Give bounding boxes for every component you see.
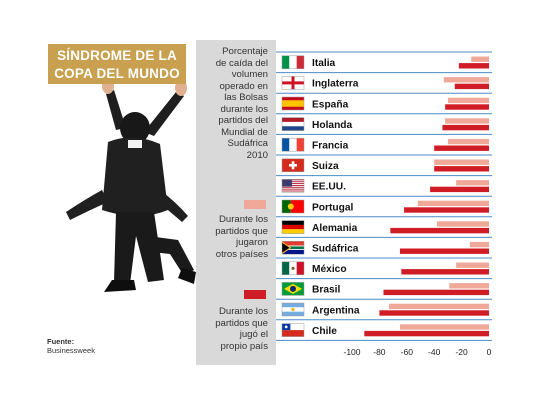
bar-own-country xyxy=(454,83,489,90)
legend-swatch-own xyxy=(244,290,266,299)
germany-flag-icon xyxy=(281,220,305,234)
country-label: Suiza xyxy=(312,161,339,172)
country-label: Brasil xyxy=(312,285,340,296)
spain-flag-icon xyxy=(281,96,305,111)
legend-line: Durante los xyxy=(218,306,268,317)
bar-other-countries xyxy=(449,283,489,289)
italy-flag-icon xyxy=(281,55,305,70)
chile-flag-icon xyxy=(281,323,305,337)
chart-description: Porcentaje de caída del volumen operado … xyxy=(196,46,268,161)
bar-other-countries xyxy=(469,241,489,248)
bar-other-countries xyxy=(417,200,489,207)
england-flag-icon xyxy=(281,76,305,90)
country-label: Chile xyxy=(312,326,337,337)
bar-other-countries xyxy=(456,262,489,268)
description-line: de caída del xyxy=(215,57,268,69)
bar-other-countries xyxy=(456,180,489,186)
netherlands-flag-icon xyxy=(281,117,305,131)
bar-own-country xyxy=(445,104,489,110)
description-line: las Bolsas xyxy=(224,92,268,103)
country-label: España xyxy=(312,99,349,110)
left-column xyxy=(44,40,196,365)
x-tick-label: -20 xyxy=(455,347,468,357)
country-label: Sudáfrica xyxy=(312,244,359,255)
country-label: Portugal xyxy=(312,202,353,213)
bar-own-country xyxy=(379,310,489,316)
brazil-flag-icon xyxy=(281,282,305,296)
title-line-1: SÍNDROME DE LA xyxy=(57,48,177,63)
country-label: Italia xyxy=(312,58,336,69)
bar-own-country xyxy=(404,207,489,213)
country-label: Inglaterra xyxy=(312,79,359,90)
country-label: EE.UU. xyxy=(312,182,346,193)
bar-other-countries xyxy=(447,138,489,145)
bar-other-countries xyxy=(388,303,489,310)
source-label: Fuente: xyxy=(47,337,75,346)
bar-own-country xyxy=(401,269,489,275)
x-tick-label: 0 xyxy=(487,347,492,357)
country-label: México xyxy=(312,264,347,275)
description-line: volumen xyxy=(231,69,268,80)
south-africa-flag-icon xyxy=(281,240,305,255)
source-name: Businessweek xyxy=(47,346,95,355)
legend-line: jugó el xyxy=(239,329,268,340)
legend-line: propio país xyxy=(220,340,268,352)
switzerland-flag-icon xyxy=(281,158,305,173)
title-line-2: COPA DEL MUNDO xyxy=(54,66,180,81)
legend-line: otros países xyxy=(215,248,268,260)
x-tick-label: -100 xyxy=(343,347,360,357)
legend-line: Durante los xyxy=(218,214,268,225)
legend-label-own: Durante los partidos que jugó el propio … xyxy=(196,306,268,352)
bar-own-country xyxy=(390,227,489,234)
bar-other-countries xyxy=(436,221,489,227)
france-flag-icon xyxy=(281,137,305,152)
mexico-flag-icon xyxy=(281,261,305,276)
chart-area: Italia Inglaterra España Holanda Francia Suiz… xyxy=(276,40,494,365)
country-label: Holanda xyxy=(312,120,353,131)
legend-line: partidos que xyxy=(215,225,268,237)
legend-swatch-others xyxy=(244,200,266,209)
description-line: partidos del xyxy=(218,115,268,126)
description-line: operado en xyxy=(219,80,268,92)
country-label: Argentina xyxy=(312,305,360,316)
bar-other-countries xyxy=(447,97,489,104)
description-line: Porcentaje xyxy=(222,46,268,57)
bar-own-country xyxy=(430,186,489,193)
legend-label-others: Durante los partidos que jugaron otros p… xyxy=(196,214,268,260)
usa-flag-icon xyxy=(281,179,305,193)
x-tick-label: -40 xyxy=(428,347,441,357)
bar-own-country xyxy=(434,166,489,172)
bar-own-country xyxy=(399,248,489,254)
bar-own-country xyxy=(458,63,489,69)
legend-line: jugaron xyxy=(235,237,268,248)
x-tick-label: -80 xyxy=(373,347,386,357)
bar-other-countries xyxy=(471,56,489,62)
legend-line: partidos que xyxy=(215,317,268,329)
bar-own-country xyxy=(434,145,489,151)
title-box: SÍNDROME DE LA COPA DEL MUNDO xyxy=(48,44,186,84)
bar-other-countries xyxy=(443,77,489,83)
bar-chart: Italia Inglaterra España Holanda Francia Suiz… xyxy=(276,51,492,357)
source-note: Fuente: Businessweek xyxy=(47,337,95,355)
bar-own-country xyxy=(442,124,489,131)
argentina-flag-icon xyxy=(281,302,305,317)
description-line: Mundial de xyxy=(221,126,268,138)
description-line: durante los xyxy=(220,103,268,115)
bar-other-countries xyxy=(434,159,489,165)
description-line: Sudáfrica xyxy=(227,138,268,149)
bar-other-countries xyxy=(445,118,489,124)
jumping-businessman-illustration xyxy=(66,78,196,292)
country-label: Alemania xyxy=(312,223,358,234)
portugal-flag-icon xyxy=(281,199,305,214)
bar-own-country xyxy=(383,289,489,296)
x-tick-label: -60 xyxy=(401,347,414,357)
description-line: 2010 xyxy=(246,149,268,161)
bar-own-country xyxy=(364,330,489,337)
bar-other-countries xyxy=(399,324,489,330)
country-label: Francia xyxy=(312,141,349,152)
